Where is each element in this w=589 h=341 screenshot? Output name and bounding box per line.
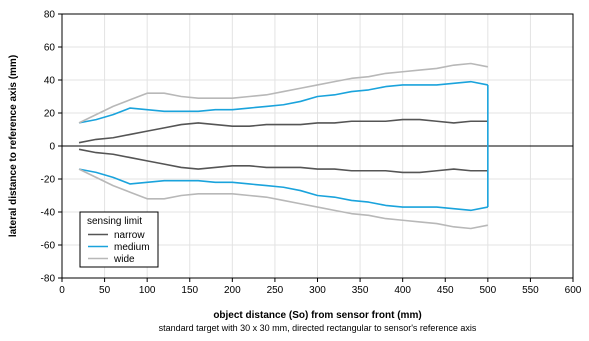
- y-tick-label: -40: [41, 208, 56, 219]
- x-tick-label: 50: [99, 285, 111, 296]
- y-tick-label: 40: [44, 76, 56, 87]
- y-tick-label: 20: [44, 109, 56, 120]
- y-tick-label: 80: [44, 10, 56, 21]
- series-wide-upper: [78, 62, 488, 124]
- tick-labels: 0 50 100 150 200 250 300 350 400 450 500 550 600-80-…: [41, 10, 582, 297]
- legend-label-medium: medium: [114, 242, 150, 253]
- x-tick-label: 350: [352, 285, 369, 296]
- y-tick-label: -60: [41, 241, 56, 252]
- x-axis-title: object distance (So) from sensor front (…: [213, 310, 421, 321]
- series-narrow-upper: [78, 118, 488, 144]
- x-tick-label: 250: [267, 285, 284, 296]
- legend-label-wide: wide: [113, 254, 135, 265]
- x-tick-label: 500: [479, 285, 496, 296]
- x-tick-label: 0: [59, 285, 65, 296]
- y-tick-label: -20: [41, 175, 56, 186]
- x-tick-label: 600: [565, 285, 582, 296]
- x-tick-label: 150: [181, 285, 198, 296]
- x-tick-label: 100: [139, 285, 156, 296]
- y-axis-title: lateral distance to reference axis (mm): [8, 55, 19, 237]
- legend-label-narrow: narrow: [114, 230, 145, 241]
- x-tick-label: 300: [309, 285, 326, 296]
- series-lines: [78, 62, 489, 230]
- series-wide-lower: [78, 168, 488, 230]
- x-tick-label: 200: [224, 285, 241, 296]
- series-medium-lower: [78, 168, 488, 212]
- y-tick-label: -80: [41, 274, 56, 285]
- y-tick-label: 0: [49, 142, 55, 153]
- x-tick-label: 450: [437, 285, 454, 296]
- series-medium-upper: [78, 80, 488, 124]
- chart-subtitle: standard target with 30 x 30 mm, directe…: [159, 323, 477, 333]
- x-tick-label: 400: [394, 285, 411, 296]
- legend-title: sensing limit: [87, 216, 142, 227]
- x-tick-label: 550: [522, 285, 539, 296]
- y-tick-label: 60: [44, 43, 56, 54]
- series-narrow-lower: [78, 148, 488, 174]
